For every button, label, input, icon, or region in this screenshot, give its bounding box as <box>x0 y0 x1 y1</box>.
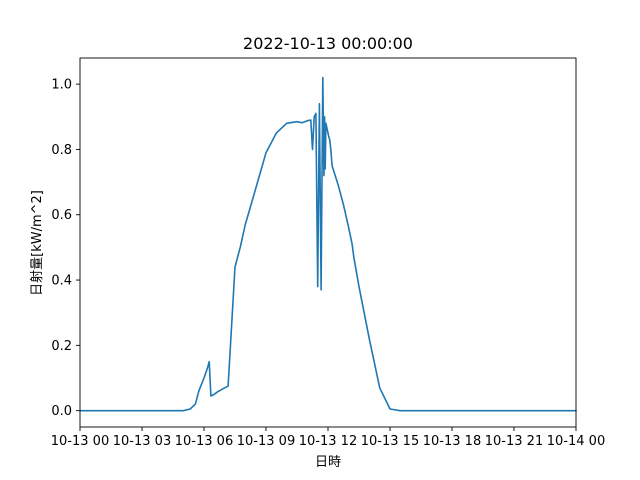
series-line <box>79 76 577 412</box>
y-tick-label: 0.4 <box>51 274 72 289</box>
x-tick-label: 10-13 21 <box>485 434 543 449</box>
y-tick-label: 0.0 <box>51 404 72 419</box>
x-axis-label: 日時 <box>315 455 341 470</box>
x-tick-label: 10-13 15 <box>361 434 419 449</box>
plot-area <box>80 58 576 427</box>
x-axis-ticks: 10-13 00 10-13 03 10-13 06 10-13 09 10-13 12… <box>51 427 605 449</box>
plot-frame <box>79 57 577 428</box>
x-tick-label: 10-13 03 <box>113 434 171 449</box>
y-tick-label: 0.2 <box>51 339 72 354</box>
y-tick-label: 1.0 <box>51 78 72 93</box>
y-axis-ticks: 0.0 0.2 0.4 0.6 0.8 1.0 <box>51 78 80 419</box>
x-tick-label: 10-13 09 <box>237 434 295 449</box>
x-tick-label: 10-13 06 <box>175 434 233 449</box>
y-axis-label: 日射量[kW/m^2] <box>29 190 45 296</box>
x-tick-label: 10-13 00 <box>51 434 109 449</box>
chart-title: 2022-10-13 00:00:00 <box>243 34 413 53</box>
x-tick-label: 10-13 18 <box>423 434 481 449</box>
x-tick-label: 10-14 00 <box>547 434 605 449</box>
y-tick-label: 0.8 <box>51 143 72 158</box>
x-tick-label: 10-13 12 <box>299 434 357 449</box>
y-tick-label: 0.6 <box>51 208 72 223</box>
